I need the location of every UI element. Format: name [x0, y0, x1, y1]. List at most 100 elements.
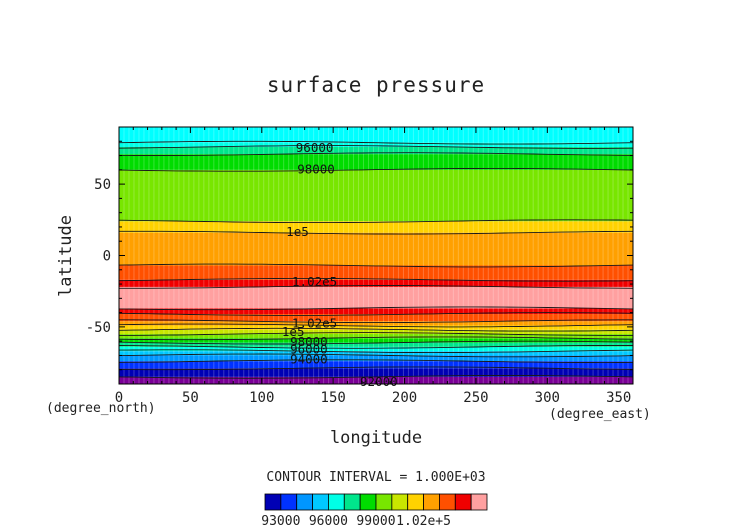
x-tick-label: 350	[606, 390, 631, 406]
colorbar-swatch	[391, 493, 409, 511]
band-23	[119, 127, 633, 143]
y-axis-label: latitude	[56, 215, 76, 297]
colorbar-tick-label: 99000	[356, 514, 395, 529]
contour-line-7	[118, 336, 634, 341]
band-21	[119, 146, 633, 155]
colorbar-swatch	[359, 493, 377, 511]
contour-label: 98000	[290, 334, 328, 349]
contour-line-5	[118, 345, 633, 349]
fill-texture-lines	[123, 127, 629, 384]
band-4	[119, 351, 633, 356]
colorbar-swatch	[296, 493, 313, 511]
chart-title: surface pressure	[267, 73, 485, 97]
band-2	[119, 361, 633, 369]
band-15	[119, 279, 633, 287]
contour-line-11	[119, 319, 633, 324]
band-14	[119, 286, 633, 309]
contour-label: 1e5	[286, 224, 309, 239]
band-8	[119, 334, 633, 339]
band-19	[119, 169, 633, 222]
colorbar-swatch	[375, 493, 393, 511]
x-tick-label: 50	[182, 390, 199, 406]
colorbar	[264, 493, 488, 511]
contour-lines	[118, 140, 634, 379]
colorbar-swatch	[407, 493, 424, 511]
x-tick-label: 150	[321, 390, 346, 406]
band-20	[119, 154, 633, 170]
contour-label: 1e5	[282, 324, 305, 339]
x-tick-label: 100	[249, 390, 274, 406]
contour-label: 98000	[297, 161, 335, 176]
contour-labels: 96000980001e51.02e51.02e51e5980009600094…	[282, 140, 398, 389]
contour-line-21	[118, 145, 634, 149]
x-axis-label: longitude	[330, 428, 422, 448]
y-tick-label: -50	[86, 320, 111, 336]
band-13	[119, 308, 633, 315]
y-axis-units: (degree_north)	[46, 401, 156, 416]
band-11	[119, 321, 633, 326]
band-7	[119, 338, 633, 343]
contour-line-22	[118, 140, 634, 145]
band-9	[119, 329, 633, 335]
band-16	[119, 265, 633, 280]
colorbar-swatch	[343, 493, 361, 511]
contour-line-20	[118, 152, 634, 156]
x-axis-units: (degree_east)	[549, 407, 651, 422]
contour-fill-bands	[119, 127, 633, 384]
y-tick-label: 50	[94, 177, 111, 193]
contour-line-6	[118, 340, 634, 345]
band-6	[119, 342, 633, 347]
colorbar-tick-label: 1.02e+5	[396, 514, 451, 529]
colorbar-swatch	[328, 493, 345, 511]
contour-line-15	[118, 277, 634, 282]
band-5	[119, 346, 633, 352]
contour-line-13	[118, 306, 634, 311]
contour-line-2	[118, 359, 634, 364]
contour-line-12	[118, 312, 634, 316]
colorbar-tick-label: 93000	[261, 514, 300, 529]
contour-line-14	[119, 285, 634, 289]
contour-label: 1.02e5	[292, 316, 337, 331]
band-12	[119, 314, 633, 322]
x-tick-label: 300	[535, 390, 560, 406]
contour-line-16	[118, 263, 634, 268]
band-1	[119, 368, 633, 377]
contour-line-19	[118, 167, 634, 172]
contour-label: 1.02e5	[292, 274, 337, 289]
contour-line-0	[118, 375, 634, 379]
colorbar-tick-labels: 93000 96000 99000 1.02e+5	[261, 514, 451, 529]
colorbar-swatch	[423, 493, 440, 511]
band-22	[119, 142, 633, 147]
band-3	[119, 355, 633, 362]
contour-line-18	[118, 219, 634, 224]
contour-line-8	[119, 332, 633, 336]
contour-label: 96000	[290, 341, 328, 356]
colorbar-swatch	[470, 493, 488, 511]
contour-line-4	[118, 349, 634, 354]
y-tick-label: 0	[103, 249, 111, 265]
colorbar-swatch	[280, 493, 298, 511]
x-tick-label: 250	[463, 390, 488, 406]
colorbar-swatch	[312, 493, 329, 511]
contour-label: 94000	[290, 351, 328, 366]
x-tick-label: 0	[115, 390, 123, 406]
y-axis-ticks: -50 0 50	[86, 140, 633, 371]
band-0	[119, 376, 633, 384]
x-tick-label: 200	[392, 390, 417, 406]
contour-line-17	[119, 230, 634, 235]
colorbar-swatch	[264, 493, 282, 511]
colorbar-swatch	[439, 493, 456, 511]
contour-line-10	[118, 323, 634, 328]
colorbar-tick-label: 96000	[309, 514, 348, 529]
band-10	[119, 325, 633, 330]
band-17	[119, 232, 633, 266]
contour-line-9	[118, 327, 634, 332]
x-axis-ticks: 0 50 100 150 200 250 300 350	[115, 127, 631, 406]
colorbar-swatch	[454, 493, 472, 511]
band-18	[119, 221, 633, 233]
contour-label: 92000	[360, 374, 398, 389]
contour-label: 96000	[296, 140, 334, 155]
contour-interval-text: CONTOUR INTERVAL = 1.000E+03	[266, 470, 485, 485]
contour-line-1	[118, 366, 634, 371]
